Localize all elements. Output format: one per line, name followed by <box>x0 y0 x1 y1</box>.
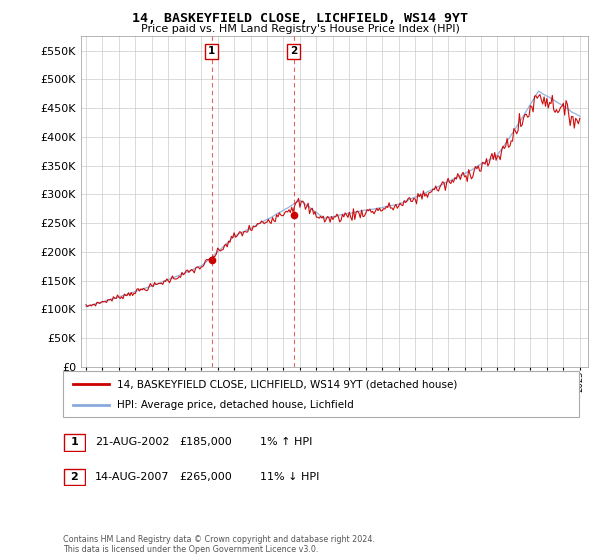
Text: 2: 2 <box>290 46 298 57</box>
FancyBboxPatch shape <box>64 434 85 451</box>
Text: Contains HM Land Registry data © Crown copyright and database right 2024.
This d: Contains HM Land Registry data © Crown c… <box>63 535 375 554</box>
Text: 14-AUG-2007: 14-AUG-2007 <box>95 472 169 482</box>
Text: Price paid vs. HM Land Registry's House Price Index (HPI): Price paid vs. HM Land Registry's House … <box>140 24 460 34</box>
FancyBboxPatch shape <box>63 371 579 417</box>
Text: 1: 1 <box>71 437 78 447</box>
Text: 2: 2 <box>71 472 78 482</box>
Text: 1% ↑ HPI: 1% ↑ HPI <box>260 437 312 447</box>
Text: HPI: Average price, detached house, Lichfield: HPI: Average price, detached house, Lich… <box>117 400 354 410</box>
Text: 11% ↓ HPI: 11% ↓ HPI <box>260 472 319 482</box>
Text: £185,000: £185,000 <box>179 437 232 447</box>
Text: 1: 1 <box>208 46 215 57</box>
Text: 14, BASKEYFIELD CLOSE, LICHFIELD, WS14 9YT (detached house): 14, BASKEYFIELD CLOSE, LICHFIELD, WS14 9… <box>117 379 458 389</box>
Text: £265,000: £265,000 <box>179 472 232 482</box>
Text: 14, BASKEYFIELD CLOSE, LICHFIELD, WS14 9YT: 14, BASKEYFIELD CLOSE, LICHFIELD, WS14 9… <box>132 12 468 25</box>
FancyBboxPatch shape <box>64 469 85 486</box>
Text: 21-AUG-2002: 21-AUG-2002 <box>95 437 169 447</box>
